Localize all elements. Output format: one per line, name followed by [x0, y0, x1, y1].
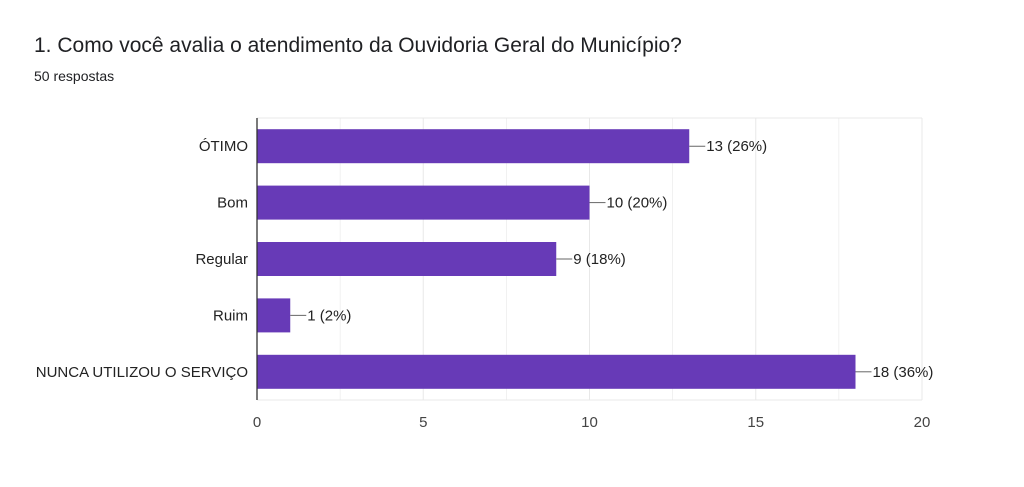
x-tick-label: 10 — [581, 414, 598, 431]
category-label: Regular — [195, 251, 248, 268]
x-tick-label: 15 — [747, 414, 764, 431]
category-label: NUNCA UTILIZOU O SERVIÇO — [36, 364, 248, 381]
data-label: 13 (26%) — [706, 138, 767, 155]
data-label: 9 (18%) — [573, 251, 626, 268]
bar — [257, 354, 856, 389]
question-title: 1. Como você avalia o atendimento da Ouv… — [34, 34, 682, 57]
bar — [257, 129, 690, 164]
x-tick-label: 0 — [253, 414, 261, 431]
category-label: ÓTIMO — [199, 138, 248, 155]
response-count: 50 respostas — [34, 68, 115, 84]
bar — [257, 298, 291, 333]
data-label: 18 (36%) — [873, 364, 934, 381]
category-label: Ruim — [213, 307, 248, 324]
x-tick-label: 5 — [419, 414, 427, 431]
bar — [257, 185, 590, 220]
data-label: 1 (2%) — [307, 307, 351, 324]
category-label: Bom — [217, 195, 248, 212]
x-tick-label: 20 — [914, 414, 931, 431]
data-label: 10 (20%) — [607, 195, 668, 212]
bar — [257, 242, 557, 276]
